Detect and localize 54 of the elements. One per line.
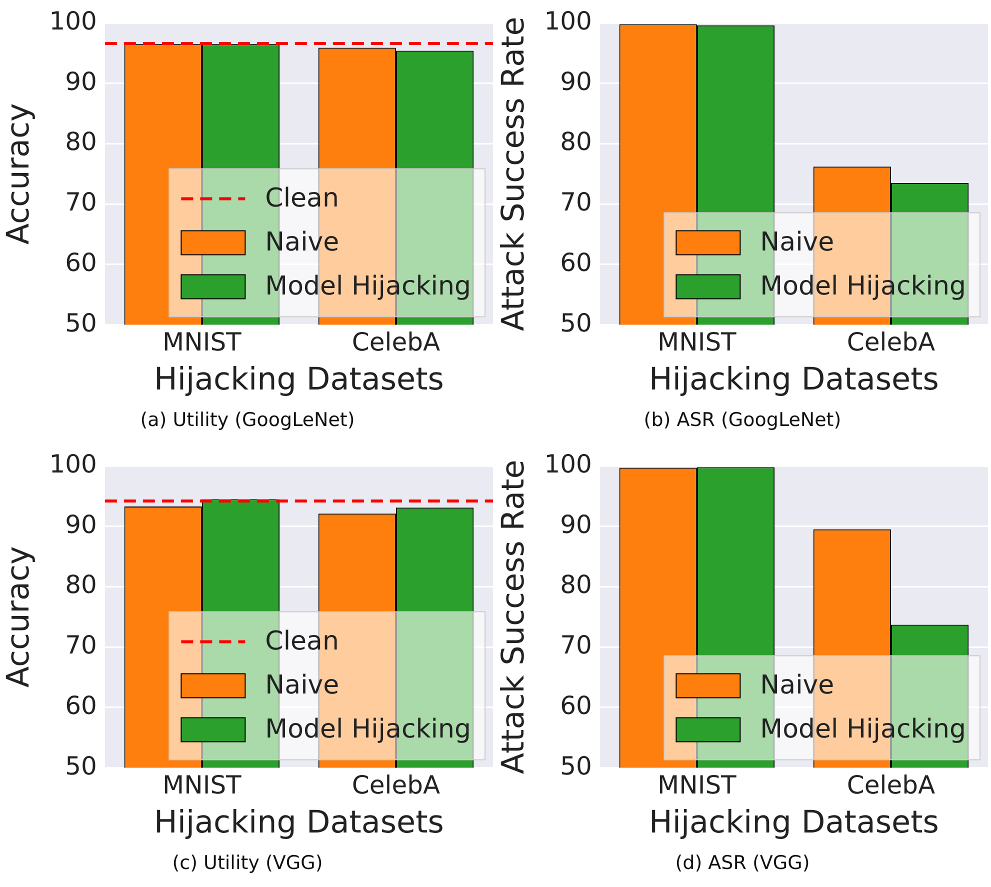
legend-label: Model Hijacking (760, 272, 966, 302)
legend-label: Naive (265, 670, 340, 701)
legend-label: Model Hijacking (265, 272, 472, 302)
y-tick-label: 80 (65, 570, 97, 600)
y-tick-label: 100 (544, 450, 592, 478)
y-tick-label: 80 (65, 127, 97, 156)
text: (d) ASR (VGG) (674, 851, 811, 876)
y-tick-label: 90 (560, 510, 592, 539)
text: (a) Utility (GoogLeNet) (139, 408, 356, 433)
legend-label: Model Hijacking (760, 714, 966, 745)
y-tick-label: 80 (560, 570, 592, 600)
y-tick-label: 50 (560, 308, 592, 338)
legend-label: Naive (760, 670, 834, 701)
y-axis-title: Attack Success Rate (496, 16, 532, 332)
x-axis-title: Hijacking Datasets (649, 361, 939, 398)
x-tick-label: CelebA (352, 327, 440, 356)
text: (b) ASR (GoogLeNet) (642, 408, 842, 433)
y-tick-label: 50 (560, 751, 592, 780)
text: (c) Utility (VGG) (171, 851, 324, 876)
x-tick-label: CelebA (846, 327, 936, 356)
y-tick-label: 90 (560, 66, 592, 96)
y-tick-label: 100 (544, 6, 592, 36)
y-tick-label: 60 (560, 248, 592, 277)
y-tick-label: 50 (65, 751, 97, 780)
y-tick-label: 90 (65, 510, 97, 539)
x-axis-title: Hijacking Datasets (649, 804, 939, 840)
y-tick-label: 60 (65, 690, 97, 720)
legend-label: Clean (265, 626, 339, 657)
y-tick-label: 80 (560, 127, 592, 156)
y-tick-label: 50 (65, 308, 97, 338)
y-tick-label: 70 (65, 630, 97, 660)
legend-label: Naive (760, 228, 834, 258)
x-axis-title: Hijacking Datasets (154, 804, 444, 840)
y-tick-label: 100 (49, 450, 97, 478)
x-tick-label: CelebA (352, 770, 440, 800)
x-axis-title: Hijacking Datasets (154, 361, 444, 398)
x-tick-label: MNIST (162, 327, 242, 356)
y-axis-title: Accuracy (0, 546, 37, 688)
y-axis-title: Attack Success Rate (496, 460, 532, 774)
y-tick-label: 100 (49, 6, 97, 36)
x-tick-label: CelebA (846, 770, 936, 800)
y-tick-label: 70 (560, 630, 592, 660)
y-tick-label: 60 (65, 248, 97, 277)
y-axis-title: Accuracy (0, 103, 37, 245)
legend-label: Clean (265, 184, 339, 214)
x-tick-label: MNIST (658, 770, 738, 800)
legend-label: Naive (265, 228, 340, 258)
legend-label: Model Hijacking (265, 714, 472, 745)
y-tick-label: 70 (560, 188, 592, 217)
x-tick-label: MNIST (162, 770, 242, 800)
x-tick-label: MNIST (658, 327, 738, 356)
y-tick-label: 70 (65, 188, 97, 217)
y-tick-label: 90 (65, 66, 97, 96)
y-tick-label: 60 (560, 690, 592, 720)
